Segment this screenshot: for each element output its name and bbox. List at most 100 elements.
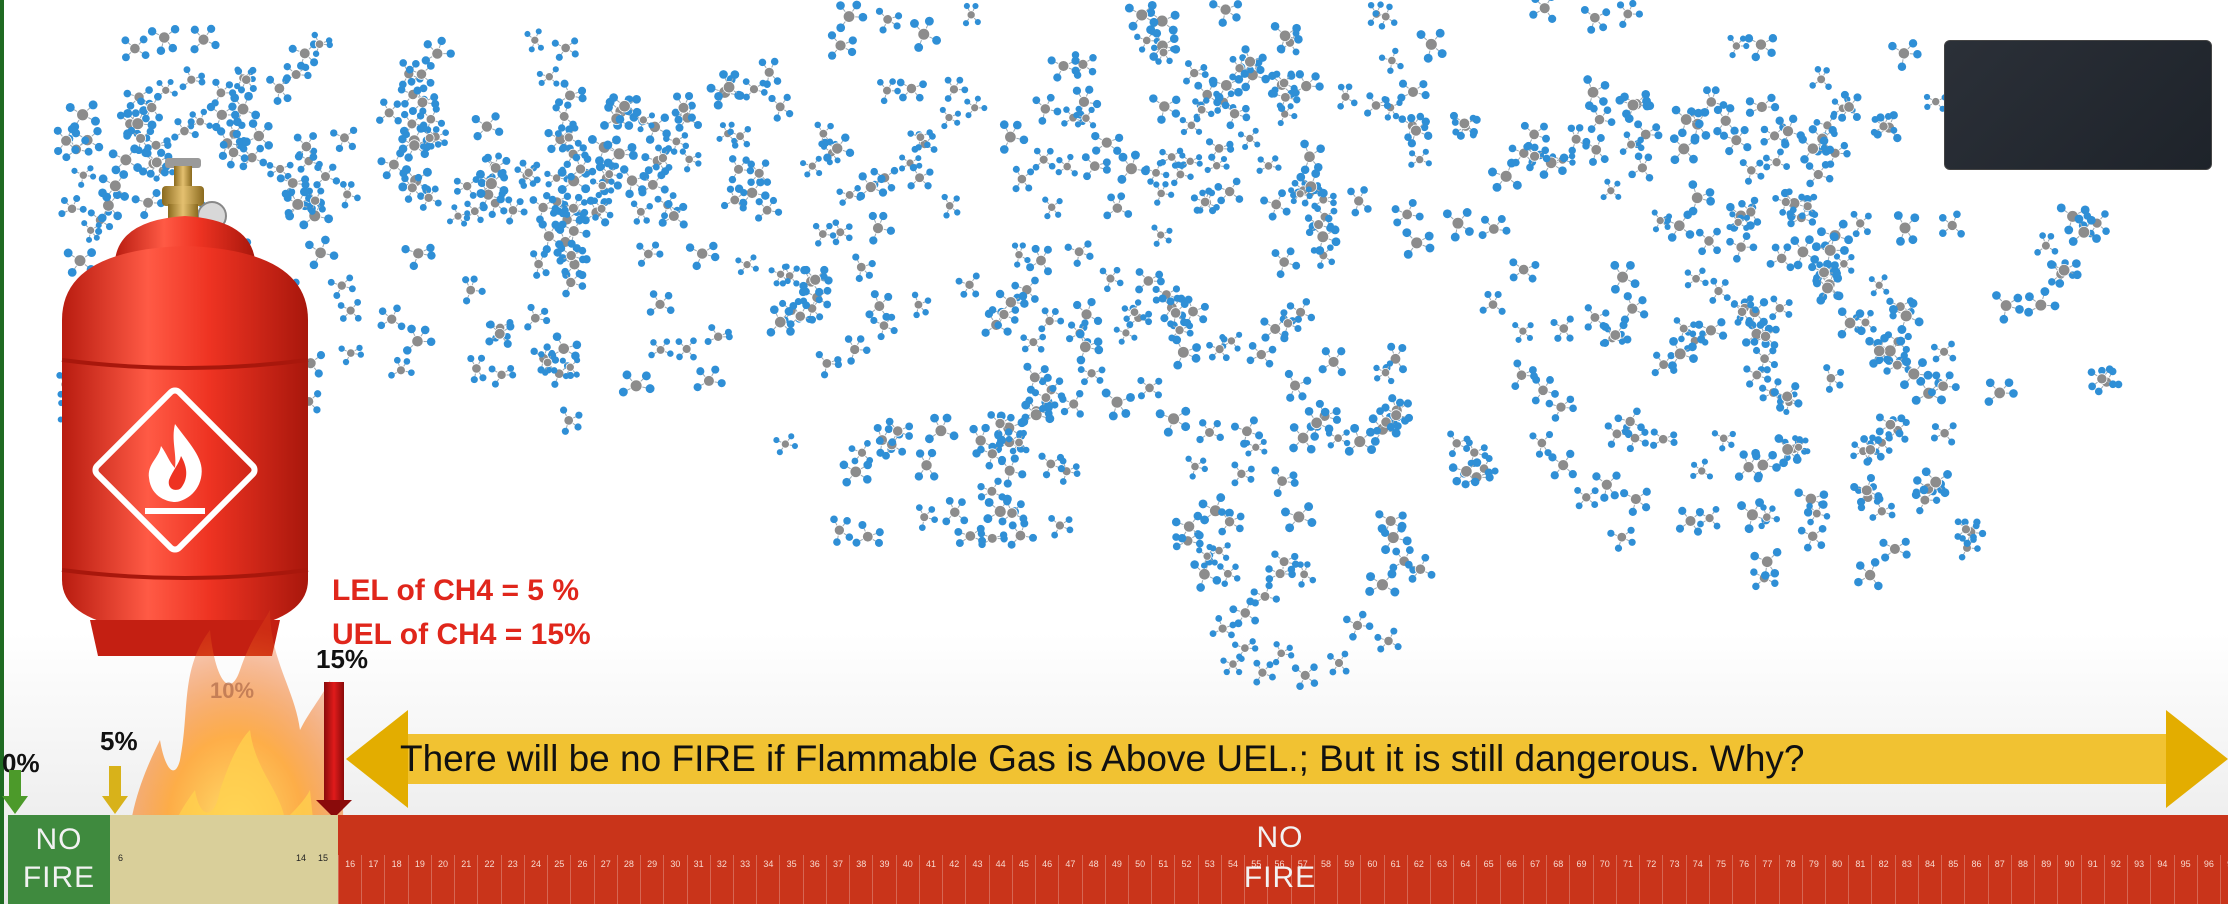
methane-molecule [1101,388,1135,421]
scale-tick: 28 [616,855,640,904]
methane-molecule [1308,222,1341,255]
methane-molecule [1272,641,1295,666]
methane-molecule [944,76,969,102]
methane-molecule [2024,287,2060,317]
scale-tick: 26 [570,855,593,904]
methane-molecule [1587,104,1616,133]
methane-molecule [471,112,504,141]
scale-tick: 47 [1058,855,1081,904]
no-fire-left-fire: FIRE [22,861,96,894]
scale-tick: 35 [779,855,802,904]
methane-molecule [1113,321,1138,345]
methane-molecule [1205,138,1235,161]
methane-molecule [1149,94,1181,124]
methane-molecule [1077,366,1106,386]
methane-molecule [1185,455,1208,480]
methane-molecule [646,290,675,316]
methane-molecule [1208,74,1244,102]
scale-tick: 85 [1941,855,1964,904]
methane-molecule [1684,267,1709,289]
methane-molecule [998,497,1028,526]
scale-tick: 53 [1197,855,1221,904]
scale-tick: 84 [1917,855,1941,904]
methane-molecule [266,74,292,105]
methane-molecule [1055,153,1078,177]
methane-molecule [1511,359,1538,391]
methane-molecule [1246,342,1277,368]
scale-tick: 16 [338,855,361,904]
scale-tick: 22 [477,855,500,904]
methane-molecule [463,200,487,224]
scale-tick: 32 [709,855,733,904]
methane-molecule [977,477,1006,501]
methane-molecule [1408,148,1432,168]
methane-molecule [1797,524,1827,552]
methane-molecule [1610,260,1640,294]
no-fire-left-no: NO [35,823,83,856]
methane-molecule [1183,60,1209,85]
methane-molecule [330,126,358,153]
methane-molecule [1121,299,1147,322]
methane-molecule [779,263,800,287]
methane-molecule [911,291,932,319]
methane-molecule [766,305,795,337]
uel-label: UEL of CH4 = 15% [332,618,591,651]
scale-tick: 36 [802,855,826,904]
methane-molecule [285,187,316,221]
methane-molecule [820,133,855,162]
methane-molecule [1811,232,1849,269]
methane-molecule [800,296,824,323]
methane-molecule [1151,224,1173,247]
methane-molecule [446,204,471,227]
scale-tick: 61 [1383,855,1407,904]
scale-tick: 52 [1174,855,1197,904]
methane-molecule [1567,124,1590,155]
methane-molecule [1772,188,1797,216]
scale-tick: 24 [523,855,547,904]
methane-molecule [1304,214,1334,237]
methane-molecule [1806,500,1831,526]
methane-molecule [924,413,959,444]
methane-molecule [340,181,361,209]
scale-tick: 29 [640,855,663,904]
methane-molecule [1402,228,1435,259]
methane-molecule [1032,147,1056,171]
methane-molecule [377,149,408,180]
scale-tick: 49 [1104,855,1128,904]
methane-molecule [827,31,857,60]
methane-molecule [421,36,455,65]
no-fire-below-lel-zone [8,815,110,904]
scale-tick: 43 [965,855,988,904]
scale-tick: 64 [1453,855,1476,904]
methane-molecule [1231,638,1259,660]
methane-molecule [235,66,257,94]
methane-molecule [327,274,356,299]
scale-tick: 82 [1871,855,1894,904]
methane-molecule [1688,180,1715,216]
scale-tick: 21 [454,855,477,904]
methane-molecule [987,411,1015,440]
methane-molecule [1047,56,1080,82]
methane-molecule [2047,259,2082,288]
methane-molecule [538,220,564,254]
scale-tick: 77 [1755,855,1778,904]
methane-molecule [969,423,997,458]
methane-molecule [1675,506,1705,536]
methane-molecule [1449,111,1481,140]
methane-molecule [1237,127,1261,150]
methane-molecule [1584,304,1610,331]
methane-molecule [728,155,755,184]
methane-molecule [121,35,150,62]
methane-molecule [1812,273,1844,305]
methane-molecule [1397,79,1430,102]
methane-molecule [1790,235,1819,270]
methane-molecule [1512,322,1534,343]
methane-molecule [1529,430,1554,458]
methane-molecule [1860,435,1885,466]
methane-molecule [704,324,733,345]
methane-molecule [1072,85,1102,119]
methane-molecule [754,196,783,222]
methane-molecule [1509,258,1540,283]
scale-tick: 40 [895,855,919,904]
methane-molecule [554,124,582,151]
